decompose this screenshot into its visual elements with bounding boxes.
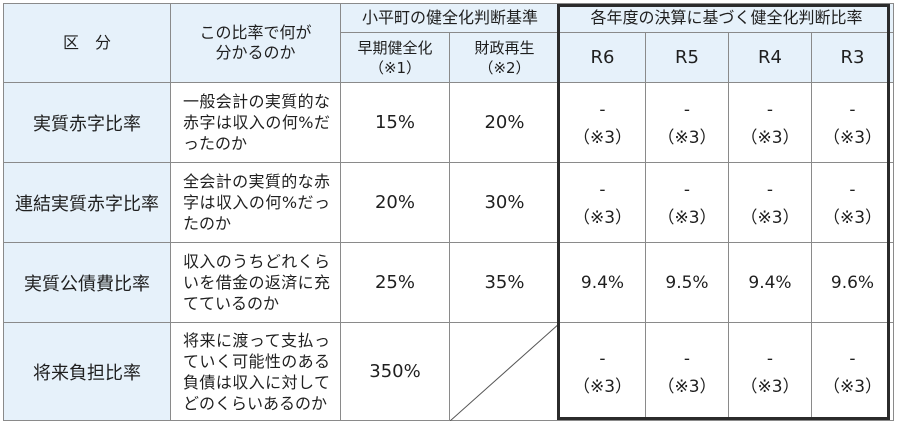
header-category: 区 分 — [3, 3, 171, 83]
header-rebuild: 財政再生 （※2） — [449, 32, 560, 83]
row-label: 将来負担比率 — [3, 322, 171, 421]
ratio-note: （※3） — [572, 128, 633, 148]
header-early: 早期健全化 （※1） — [340, 32, 450, 83]
ratio-dash: - — [683, 349, 691, 369]
header-early-note: （※1） — [368, 58, 422, 77]
header-year-r6: R6 — [559, 32, 646, 83]
ratio-note: （※3） — [822, 128, 883, 148]
row-label: 実質赤字比率 — [3, 82, 171, 163]
ratio-dash: - — [599, 349, 606, 369]
ratio-cell-r4: - （※3） — [728, 82, 812, 163]
soundness-ratio-table: 区 分 この比率で何が分かるのか 小平町の健全化判断基準 各年度の決算に基づく健… — [3, 3, 894, 421]
ratio-dash: - — [766, 180, 774, 200]
ratio-note: （※3） — [740, 377, 800, 397]
header-year-r4: R4 — [728, 32, 812, 83]
header-year-r3: R3 — [811, 32, 894, 83]
ratio-note: （※3） — [657, 128, 717, 148]
diagonal-slash — [450, 323, 560, 421]
ratio-note: （※3） — [572, 377, 633, 397]
row-description: 将来に渡って支払っていく可能性のある負債は収入に対してどのくらいあるのか — [170, 322, 341, 421]
ratio-cell-r6: - （※3） — [559, 82, 646, 163]
ratio-dash: - — [683, 100, 691, 120]
table-row: 実質赤字比率 一般会計の実質的な赤字は収入の何%だったのか 15% 20% - （… — [3, 82, 894, 163]
ratio-note: （※3） — [822, 208, 883, 228]
header-town-standard: 小平町の健全化判断基準 — [340, 3, 560, 33]
ratio-cell-r4: - （※3） — [728, 162, 812, 243]
rebuild-standard-empty-cell — [449, 322, 560, 421]
ratio-dash: - — [849, 349, 856, 369]
ratio-cell-r4: - （※3） — [728, 322, 812, 421]
ratio-note: （※3） — [572, 208, 633, 228]
rebuild-standard-value: 35% — [449, 242, 560, 323]
row-label: 連結実質赤字比率 — [3, 162, 171, 243]
row-description: 収入のうちどれくらいを借金の返済に充てているのか — [170, 242, 341, 323]
table-row: 将来負担比率 将来に渡って支払っていく可能性のある負債は収入に対してどのくらいあ… — [3, 322, 894, 421]
early-standard-value: 25% — [340, 242, 450, 323]
early-standard-value: 20% — [340, 162, 450, 243]
header-year-r5: R5 — [645, 32, 729, 83]
ratio-cell-r3: - （※3） — [811, 322, 894, 421]
table-row: 連結実質赤字比率 全会計の実質的な赤字は収入の何%だったのか 20% 30% -… — [3, 162, 894, 243]
ratio-cell-r3: - （※3） — [811, 82, 894, 163]
header-early-label: 早期健全化 — [357, 38, 433, 57]
header-ratios-title: 各年度の決算に基づく健全化判断比率 — [559, 3, 894, 33]
header-meaning: この比率で何が分かるのか — [170, 3, 341, 83]
ratio-cell-r4: 9.4% — [728, 242, 812, 323]
header-rebuild-note: （※2） — [478, 58, 531, 77]
rebuild-standard-value: 30% — [449, 162, 560, 243]
ratio-dash: - — [683, 180, 691, 200]
row-description: 全会計の実質的な赤字は収入の何%だったのか — [170, 162, 341, 243]
early-standard-value: 350% — [340, 322, 450, 421]
early-standard-value: 15% — [340, 82, 450, 163]
ratio-note: （※3） — [740, 208, 800, 228]
ratio-dash: - — [766, 100, 774, 120]
ratio-note: （※3） — [657, 377, 717, 397]
ratio-dash: - — [766, 349, 774, 369]
ratio-cell-r6: 9.4% — [559, 242, 646, 323]
row-label: 実質公債費比率 — [3, 242, 171, 323]
ratio-cell-r5: - （※3） — [645, 162, 729, 243]
ratio-cell-r5: 9.5% — [645, 242, 729, 323]
ratio-dash: - — [599, 100, 606, 120]
ratio-cell-r6: - （※3） — [559, 322, 646, 421]
header-rebuild-label: 財政再生 — [474, 38, 535, 57]
ratio-note: （※3） — [740, 128, 800, 148]
ratio-cell-r5: - （※3） — [645, 322, 729, 421]
ratio-note: （※3） — [822, 377, 883, 397]
ratio-dash: - — [599, 180, 606, 200]
table-row: 実質公債費比率 収入のうちどれくらいを借金の返済に充てているのか 25% 35%… — [3, 242, 894, 323]
ratio-dash: - — [849, 100, 856, 120]
ratio-cell-r3: - （※3） — [811, 162, 894, 243]
ratio-cell-r6: - （※3） — [559, 162, 646, 243]
row-description: 一般会計の実質的な赤字は収入の何%だったのか — [170, 82, 341, 163]
rebuild-standard-value: 20% — [449, 82, 560, 163]
ratio-cell-r5: - （※3） — [645, 82, 729, 163]
ratio-dash: - — [849, 180, 856, 200]
ratio-cell-r3: 9.6% — [811, 242, 894, 323]
ratio-note: （※3） — [657, 208, 717, 228]
